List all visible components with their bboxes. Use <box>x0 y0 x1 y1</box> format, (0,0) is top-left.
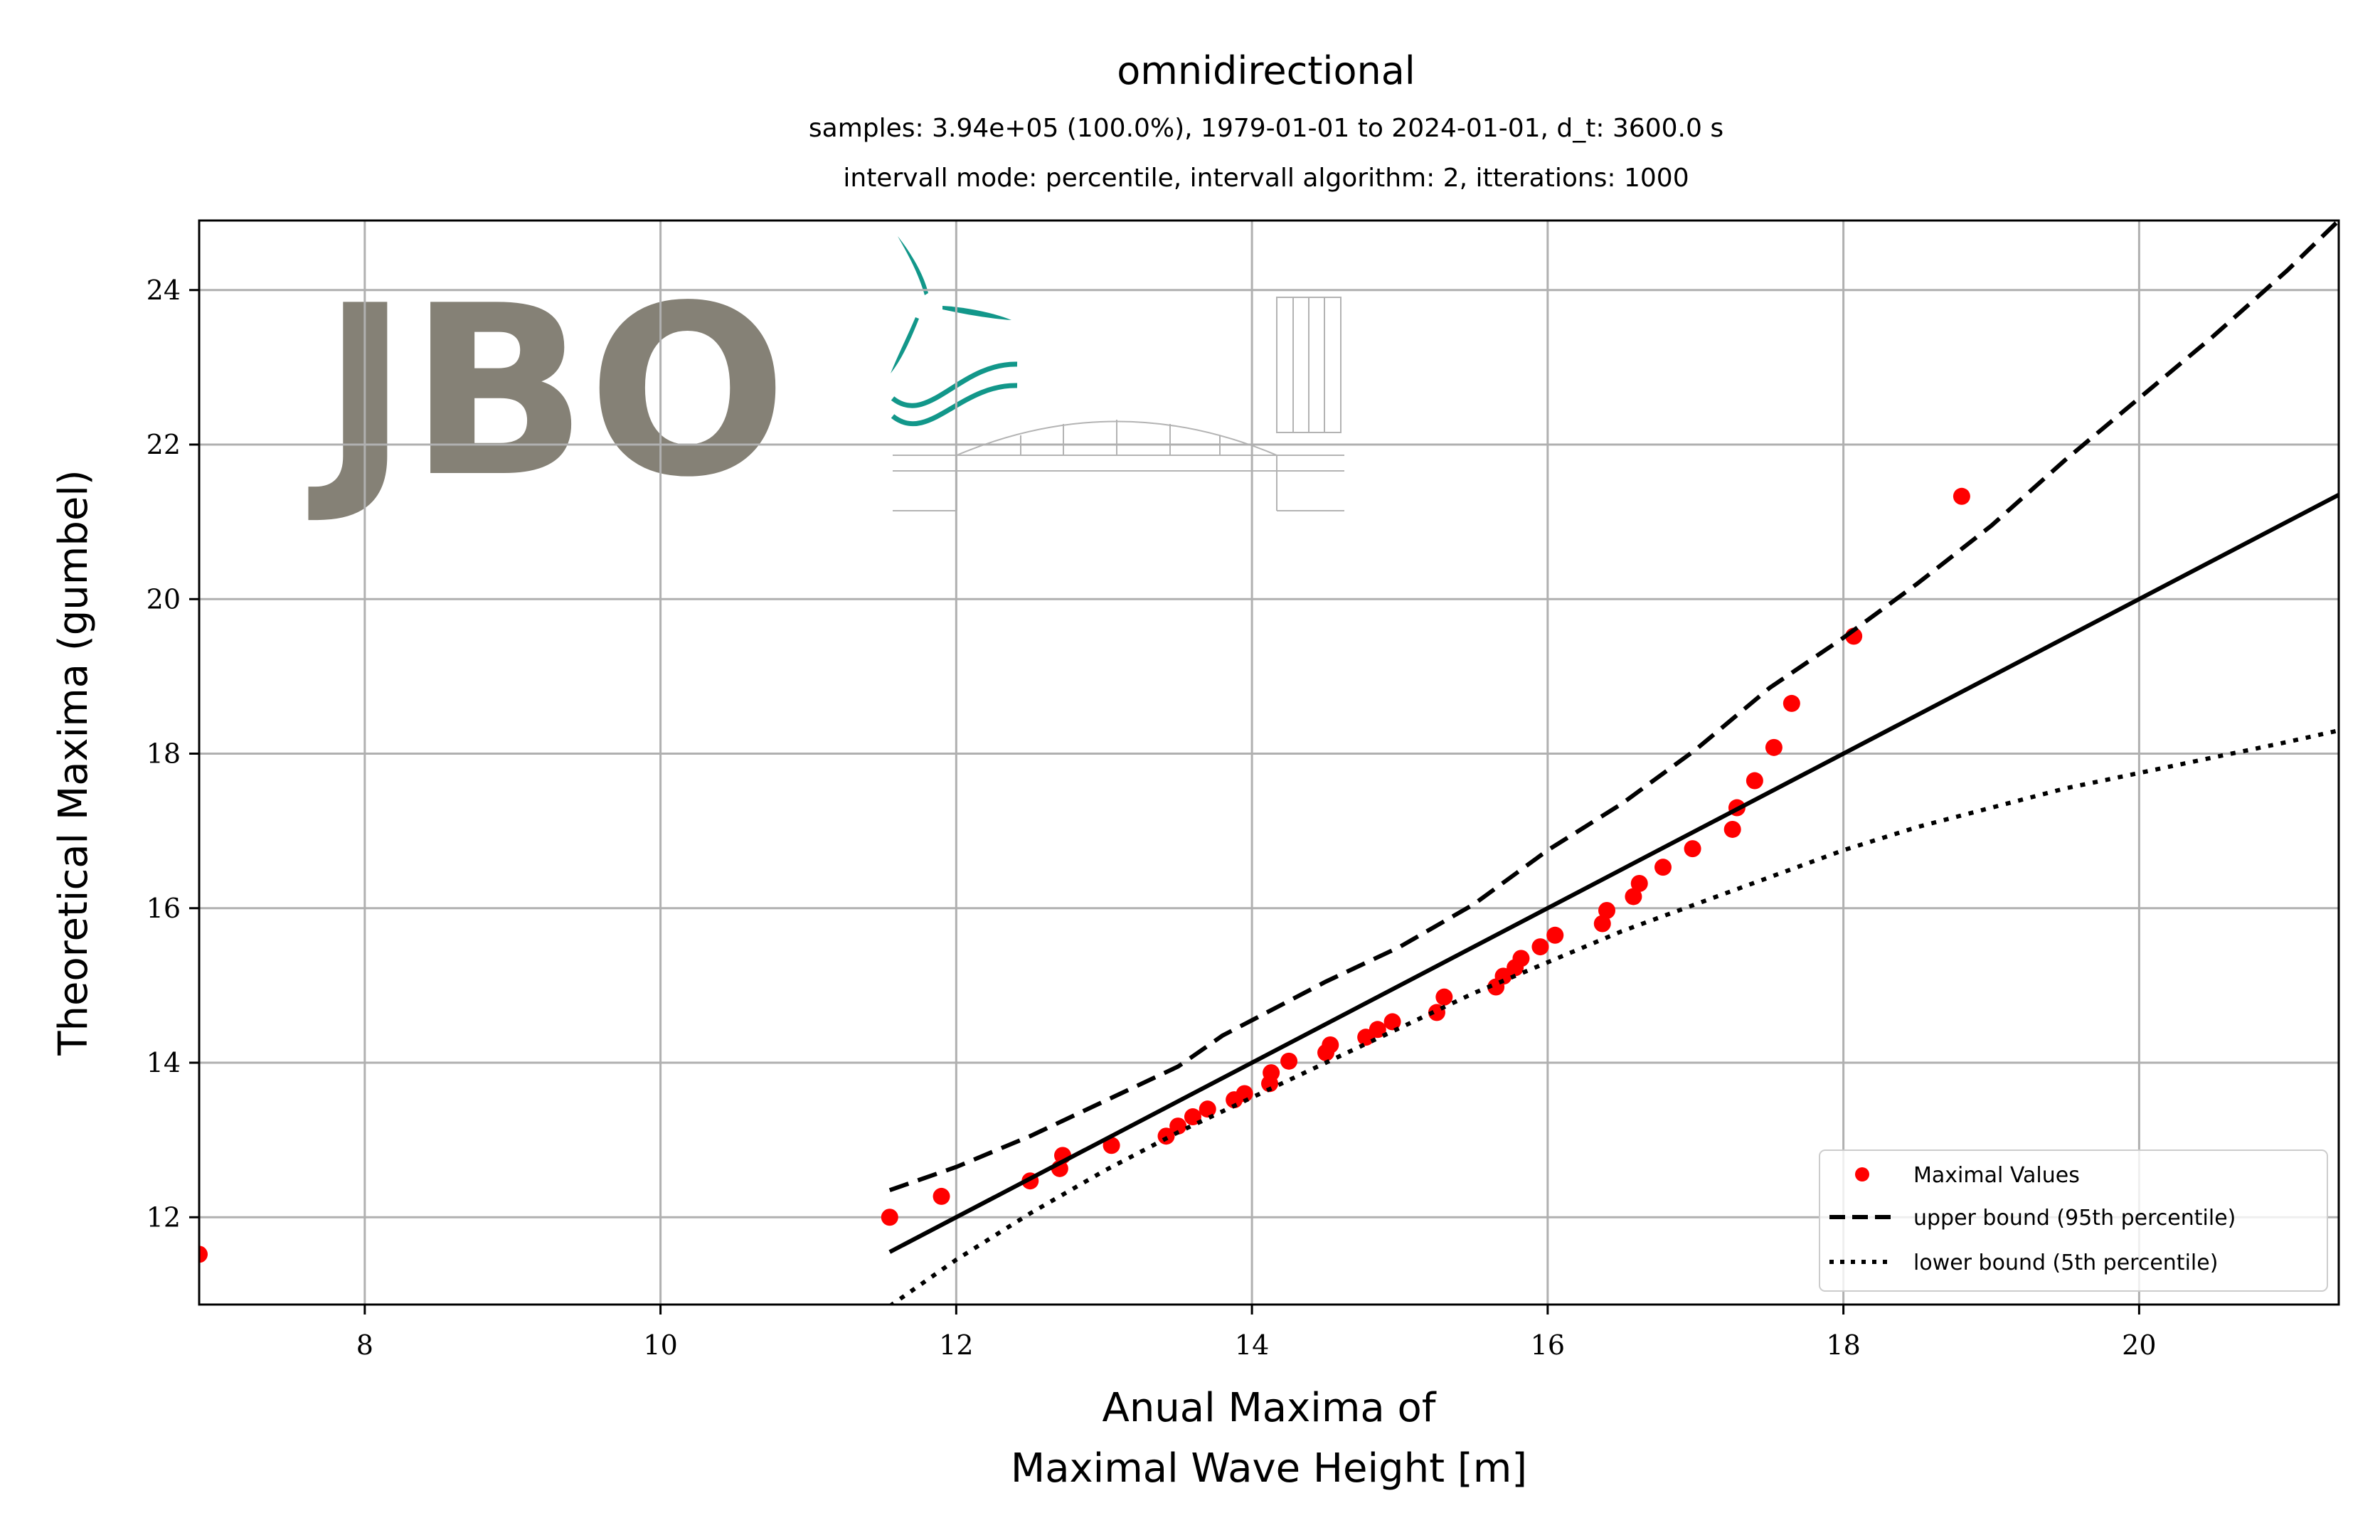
y-tick-label: 14 <box>147 1047 181 1078</box>
maximal-value-point <box>1169 1117 1187 1135</box>
turbine-icon <box>891 236 1018 427</box>
legend-box <box>1819 1149 2328 1292</box>
title-block: omnidirectional samples: 3.94e+05 (100.0… <box>809 48 1723 193</box>
x-tick-label: 12 <box>939 1329 973 1361</box>
grid <box>199 221 2339 1305</box>
lower-bound-line <box>888 728 2339 1305</box>
legend-label-lower-bound: lower bound (5th percentile) <box>1913 1250 2218 1275</box>
bridge-icon <box>893 297 1344 511</box>
x-axis-label-line-1: Anual Maxima of <box>1103 1385 1437 1431</box>
x-tick-label: 10 <box>643 1329 677 1361</box>
maximal-value-point <box>1103 1137 1120 1154</box>
maximal-value-point <box>1369 1021 1386 1039</box>
maximal-value-point <box>1684 840 1701 858</box>
plot-frame <box>198 219 2340 1306</box>
y-tick-label: 18 <box>147 738 181 770</box>
maximal-value-point <box>1783 694 1800 712</box>
y-tick-label: 24 <box>147 275 181 306</box>
maximal-value-point <box>1746 772 1763 790</box>
maximal-value-point <box>1546 926 1564 944</box>
maximal-value-point <box>1953 487 1970 505</box>
upper-bound-line <box>888 221 2339 1193</box>
maximal-value-point <box>1199 1100 1216 1118</box>
maximal-value-point <box>1435 988 1453 1006</box>
maximal-value-point <box>881 1209 898 1226</box>
series-layer <box>199 221 2339 1305</box>
legend-label-upper-bound: upper bound (95th percentile) <box>1913 1206 2236 1231</box>
chart-subtitle-line-2: intervall mode: percentile, intervall al… <box>843 164 1689 193</box>
jbo-logo: JBO <box>307 236 1344 529</box>
maximal-value-point <box>1593 915 1611 933</box>
x-tick-label: 20 <box>2122 1329 2156 1361</box>
maximal-value-point <box>1280 1052 1298 1070</box>
maximal-value-point <box>1630 874 1648 892</box>
legend-label-maximal-values: Maximal Values <box>1913 1163 2080 1188</box>
maximal-value-point <box>1383 1013 1401 1031</box>
maximal-value-point <box>1598 902 1616 920</box>
y-tick-label: 16 <box>147 893 181 924</box>
maximal-value-point <box>1625 888 1642 906</box>
y-tick-label: 20 <box>147 583 181 615</box>
maximal-value-point <box>1236 1085 1253 1103</box>
y-axis-label: Theoretical Maxima (gumbel) <box>51 469 97 1056</box>
y-tick-label: 12 <box>147 1201 181 1233</box>
x-tick-label: 16 <box>1531 1329 1565 1361</box>
maximal-value-point <box>1531 938 1549 956</box>
y-tick-label: 22 <box>147 429 181 460</box>
chart-subtitle-line-1: samples: 3.94e+05 (100.0%), 1979-01-01 t… <box>809 114 1723 143</box>
maximal-value-point <box>1322 1036 1339 1054</box>
legend-marker-maximal-values <box>1855 1167 1869 1181</box>
axis-ticks: 8 10 12 14 16 18 20 12 14 16 18 20 22 24 <box>147 275 2157 1361</box>
plot-area <box>199 221 2339 1305</box>
x-tick-label: 18 <box>1826 1329 1860 1361</box>
jbo-logo-text: JBO <box>307 255 787 529</box>
maximal-value-point <box>1512 950 1530 967</box>
legend: Maximal Values upper bound (95th percent… <box>1819 1149 2328 1292</box>
maximal-value-point <box>1765 738 1783 756</box>
maximal-value-point <box>1654 859 1672 876</box>
maximal-value-point <box>199 1246 208 1263</box>
x-axis-label-line-2: Maximal Wave Height [m] <box>1011 1445 1527 1492</box>
maximal-value-point <box>1723 820 1741 838</box>
maximal-value-point <box>933 1187 950 1205</box>
chart-title: omnidirectional <box>1117 48 1415 93</box>
x-tick-label: 8 <box>356 1329 373 1361</box>
x-tick-label: 14 <box>1235 1329 1269 1361</box>
fit-line <box>888 492 2339 1254</box>
maximal-value-point <box>1263 1064 1280 1082</box>
